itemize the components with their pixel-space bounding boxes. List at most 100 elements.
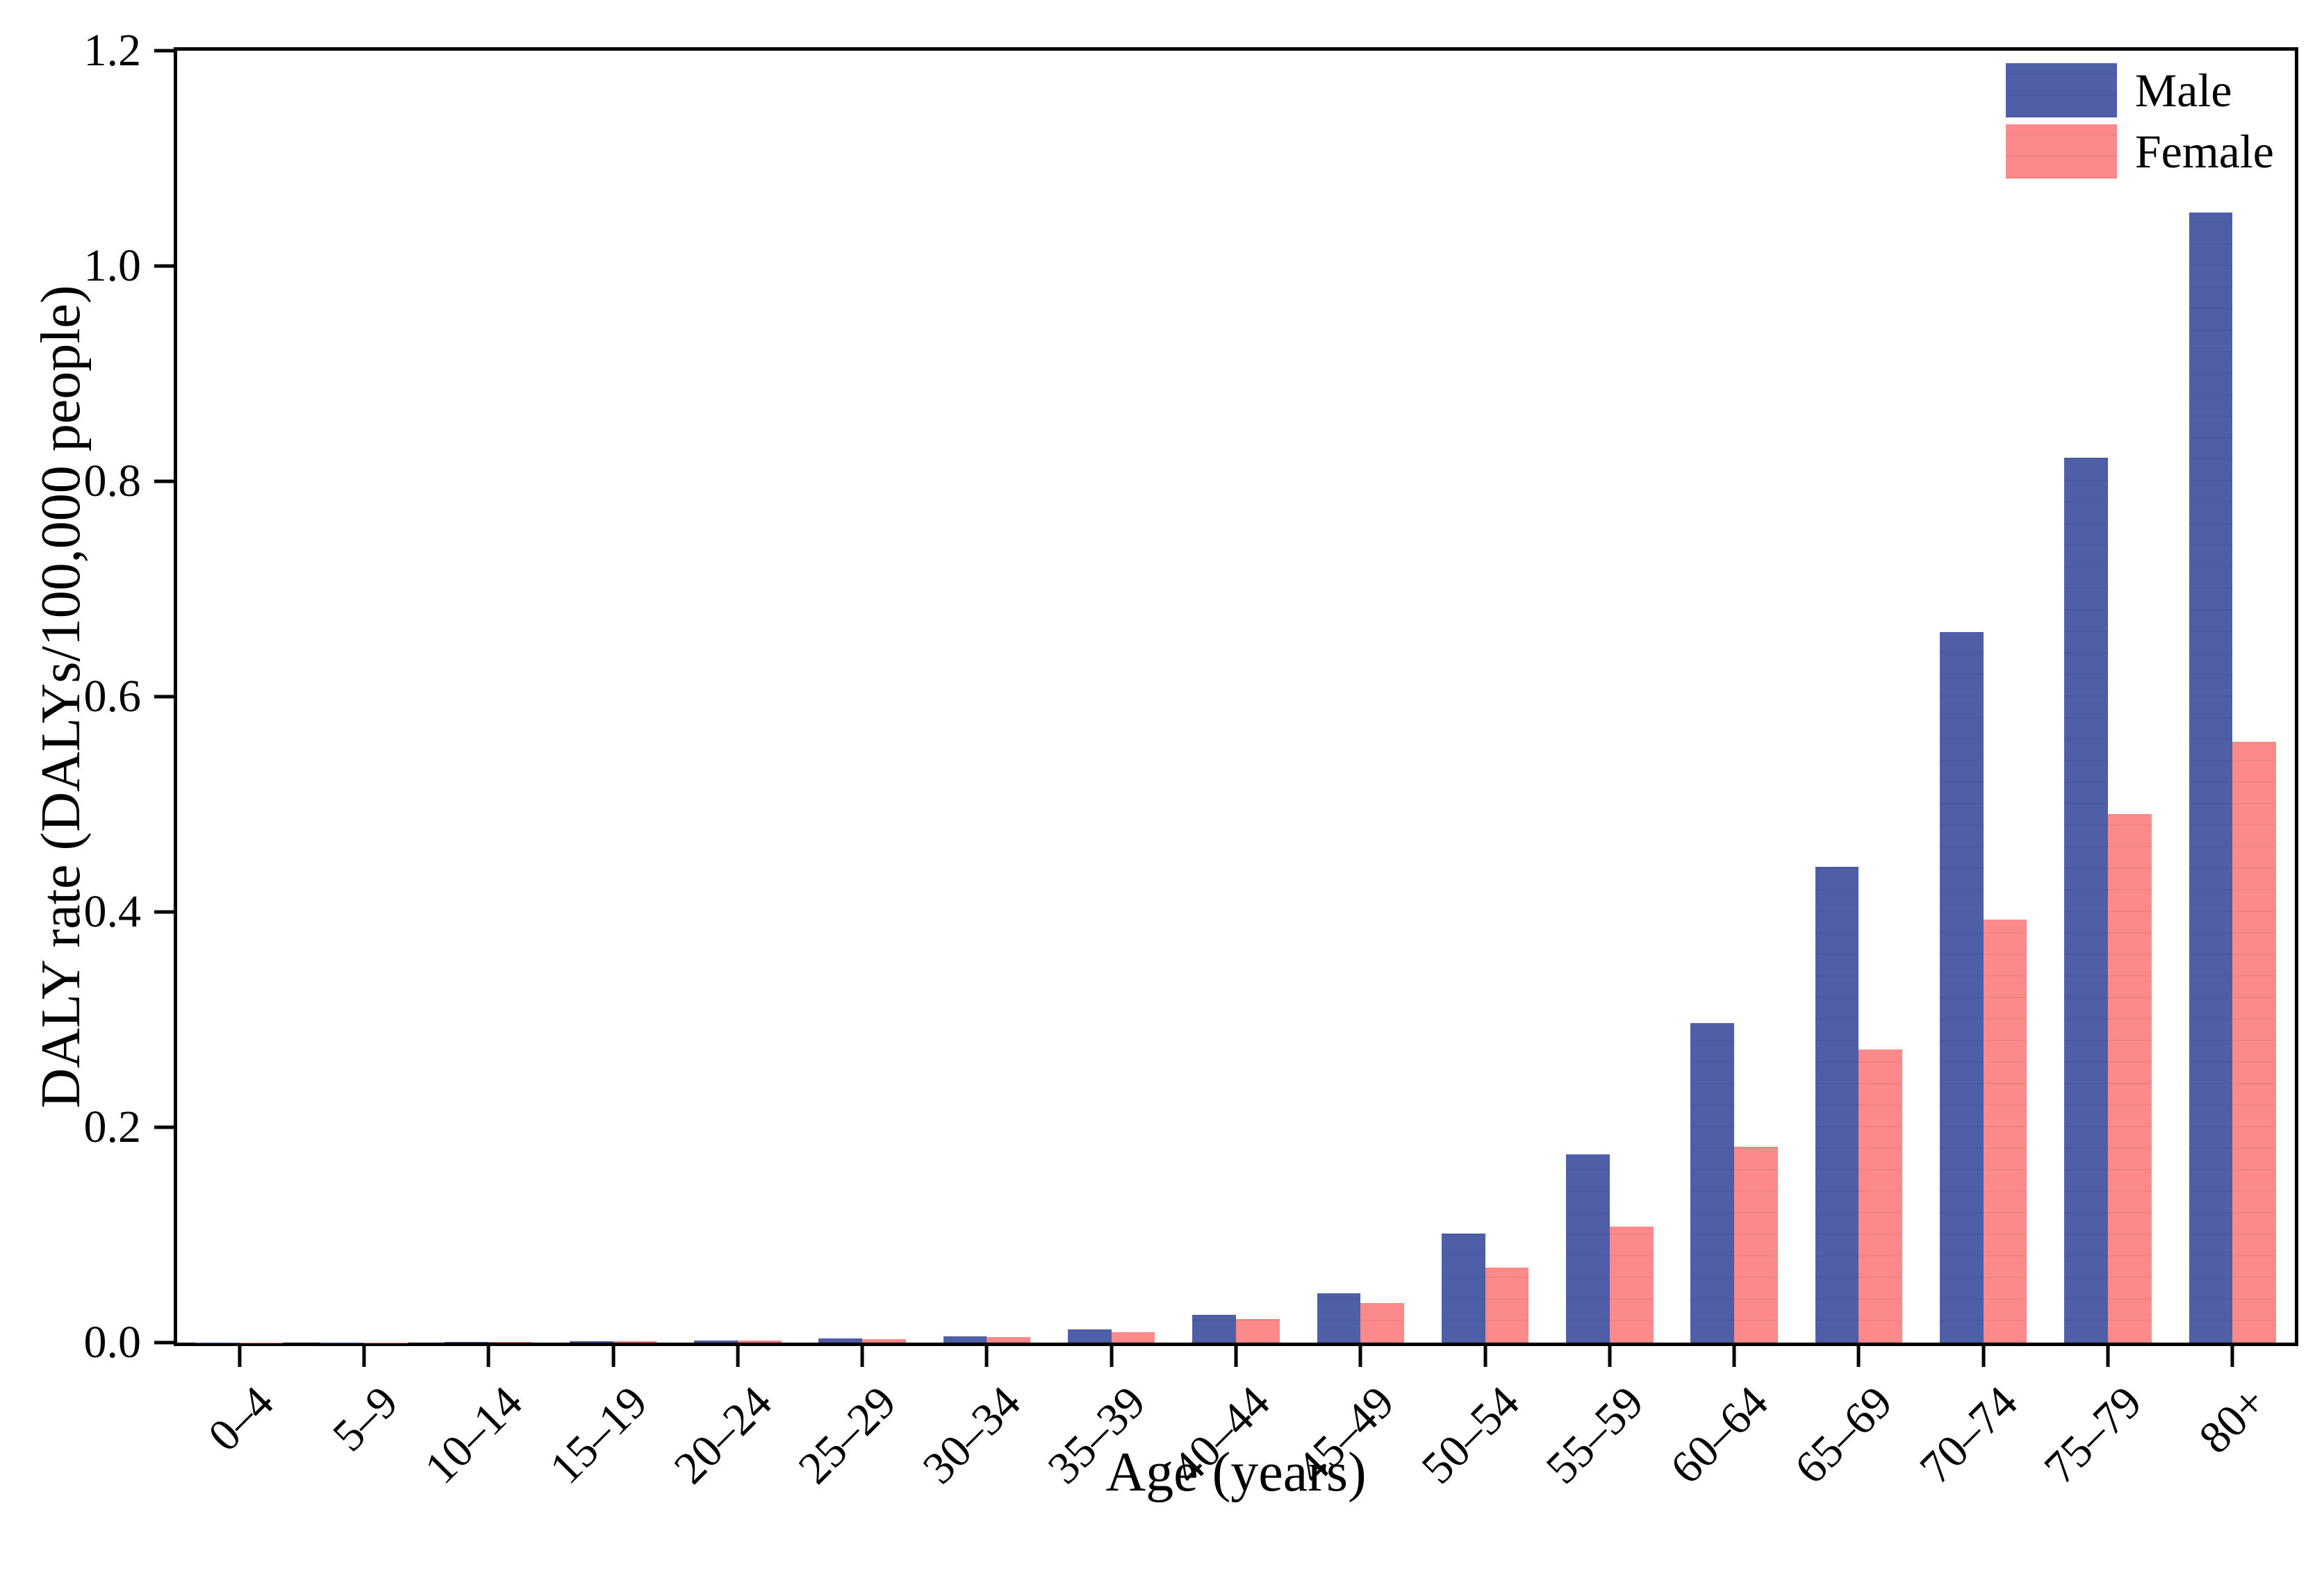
x-tick-label: 65–69 (1785, 1377, 1903, 1494)
legend-swatch-female (2005, 124, 2117, 179)
bar-male-15–19 (569, 1341, 613, 1343)
x-tick-mark (2106, 1346, 2110, 1367)
bar-female-25–29 (862, 1339, 906, 1343)
bar-group-60–64: 60–64 (1661, 51, 1797, 1493)
bar-female-15–19 (613, 1341, 657, 1343)
y-tick-label: 0.8 (83, 455, 142, 506)
x-tick-label: 80+ (2189, 1377, 2277, 1463)
bar-group-20–24: 20–24 (664, 51, 800, 1493)
x-tick-mark (362, 1346, 366, 1367)
bar-male-55–59 (1566, 1154, 1610, 1343)
bar-group-65–69: 65–69 (1786, 51, 1921, 1493)
bar-group-5–9: 5–9 (302, 51, 426, 1461)
x-tick-label: 60–64 (1660, 1377, 1778, 1494)
y-axis-title: DALY rate (DALYs/100,000 people) (31, 285, 92, 1109)
bar-female-40–44 (1235, 1318, 1280, 1343)
bar-female-50–54 (1485, 1267, 1529, 1343)
y-tick-label: 1.2 (83, 25, 142, 76)
y-tick-label: 0.6 (83, 671, 142, 722)
bar-group-0–4: 0–4 (177, 51, 302, 1461)
bar-group-40–44: 40–44 (1162, 51, 1298, 1493)
x-tick-mark (984, 1346, 989, 1367)
bar-group-35–39: 35–39 (1038, 51, 1173, 1493)
bar-male-65–69 (1815, 866, 1859, 1343)
bar-female-65–69 (1859, 1049, 1903, 1343)
y-tick-mark (154, 1341, 174, 1345)
y-tick-mark (154, 264, 174, 268)
x-tick-label: 75–79 (2034, 1377, 2152, 1494)
y-tick-mark (154, 695, 174, 699)
x-tick-mark (2230, 1346, 2234, 1367)
x-tick-label: 30–34 (913, 1377, 1031, 1494)
legend-label: Female (2134, 125, 2274, 178)
legend: Male Female (2005, 63, 2274, 179)
bar-female-45–49 (1360, 1302, 1405, 1343)
x-tick-label: 15–19 (540, 1377, 657, 1494)
bar-group-55–59: 55–59 (1536, 51, 1672, 1493)
x-tick-mark (1483, 1346, 1487, 1367)
bar-group-25–29: 25–29 (789, 51, 924, 1493)
bar-female-55–59 (1609, 1226, 1654, 1343)
x-tick-label: 70–74 (1910, 1377, 2027, 1494)
bar-female-60–64 (1734, 1146, 1778, 1343)
plot-area: 0–4 5–9 10–14 15–19 20–24 25–29 30–34 35–39 40–4… (84, 28, 2298, 1493)
x-tick-mark (1234, 1346, 1238, 1367)
y-tick-label: 1.0 (83, 240, 142, 291)
y-tick-mark (154, 910, 174, 914)
bar-female-80+ (2232, 742, 2277, 1343)
x-tick-mark (1732, 1346, 1736, 1367)
bar-male-80+ (2189, 212, 2233, 1343)
bar-male-60–64 (1690, 1022, 1735, 1343)
y-tick-label: 0.2 (83, 1102, 142, 1152)
bar-male-30–34 (943, 1336, 987, 1343)
x-tick-mark (736, 1346, 740, 1367)
y-axis-ticks: 0.0 0.2 0.4 0.6 0.8 1.0 1.2 (84, 28, 2295, 1366)
x-tick-label: 55–59 (1536, 1377, 1654, 1494)
x-axis-title: Age (years) (1105, 1442, 1367, 1503)
bar-female-75–79 (2108, 813, 2152, 1343)
bar-group-10–14: 10–14 (415, 51, 551, 1493)
bar-group-75–79: 75–79 (2035, 51, 2170, 1493)
y-tick-mark (154, 49, 174, 53)
x-tick-mark (238, 1346, 242, 1367)
legend-item-female: Female (2005, 124, 2274, 179)
x-tick-mark (1358, 1346, 1362, 1367)
bar-female-70–74 (1983, 919, 2027, 1343)
bar-male-40–44 (1192, 1314, 1236, 1343)
y-tick-label: 0.0 (83, 1317, 142, 1368)
bar-group-15–19: 15–19 (540, 51, 675, 1493)
legend-item-male: Male (2005, 63, 2274, 117)
bar-male-50–54 (1441, 1234, 1485, 1343)
x-tick-mark (1981, 1346, 1986, 1367)
x-tick-mark (611, 1346, 616, 1367)
x-tick-mark (486, 1346, 491, 1367)
legend-label: Male (2134, 64, 2232, 117)
bar-group-70–74: 70–74 (1910, 51, 2045, 1493)
x-tick-label: 5–9 (323, 1377, 408, 1461)
bar-female-35–39 (1111, 1331, 1155, 1343)
x-tick-mark (1608, 1346, 1612, 1367)
bar-female-20–24 (737, 1340, 782, 1343)
x-tick-mark (1110, 1346, 1114, 1367)
legend-swatch-male (2005, 63, 2117, 117)
x-tick-label: 0–4 (198, 1377, 283, 1461)
x-tick-mark (860, 1346, 864, 1367)
bar-female-30–34 (987, 1337, 1031, 1343)
bars-layer: 0–4 5–9 10–14 15–19 20–24 25–29 30–34 35–39 40–4… (177, 51, 2295, 1493)
y-tick-mark (154, 479, 174, 483)
bar-male-25–29 (818, 1338, 863, 1343)
bar-male-70–74 (1940, 632, 1984, 1343)
bar-male-75–79 (2064, 457, 2109, 1343)
bar-male-45–49 (1317, 1293, 1361, 1343)
bar-male-35–39 (1067, 1329, 1112, 1343)
bar-group-45–49: 45–49 (1287, 51, 1423, 1493)
x-tick-label: 20–24 (664, 1377, 782, 1494)
y-tick-label: 0.4 (83, 886, 142, 937)
bar-group-80+: 80+ (2170, 51, 2295, 1463)
bar-female-10–14 (488, 1342, 532, 1343)
bar-male-10–14 (445, 1342, 489, 1343)
x-tick-label: 10–14 (415, 1377, 533, 1494)
y-tick-mark (154, 1125, 174, 1129)
x-tick-label: 50–54 (1412, 1377, 1529, 1494)
